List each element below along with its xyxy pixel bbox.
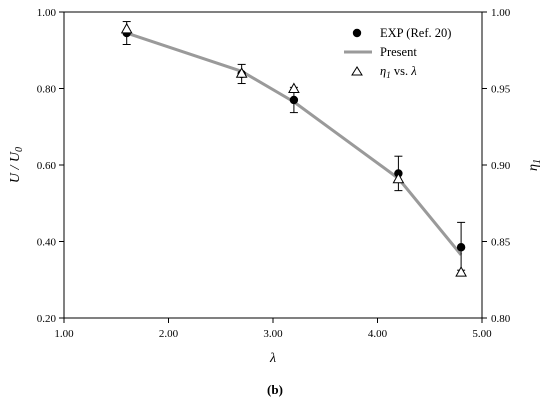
eta-point	[288, 82, 300, 93]
y-left-tick-label: 0.20	[37, 313, 57, 325]
legend-marker-eta	[351, 66, 363, 76]
eta-point	[235, 67, 248, 78]
x-tick-label: 1.00	[54, 328, 74, 340]
x-tick-label: 2.00	[159, 328, 179, 340]
x-tick-label: 4.00	[368, 328, 388, 340]
figure-caption: (b)	[267, 382, 283, 397]
eta-point	[392, 172, 405, 184]
y-right-tick-label: 0.85	[491, 237, 511, 249]
y-right-tick-label: 1.00	[491, 7, 511, 19]
y-right-tick-label: 0.95	[491, 84, 511, 96]
legend-label-eta: η1 vs. λ	[380, 64, 417, 80]
exp-points	[122, 28, 466, 252]
legend: EXP (Ref. 20) Present η1 vs. λ	[344, 26, 451, 80]
x-axis-label: λ	[269, 351, 276, 366]
y-left-tick-label: 0.80	[37, 84, 57, 96]
y-right-tick-label: 0.80	[491, 313, 511, 325]
exp-point	[289, 95, 299, 105]
exp-point	[456, 243, 466, 252]
y-left-tick-label: 1.00	[37, 7, 57, 19]
y-left-tick-label: 0.60	[37, 160, 57, 172]
x-tick-label: 3.00	[263, 328, 283, 340]
y-axis-left-label: U / U0	[8, 147, 25, 183]
y-axis-right-label: η1	[526, 159, 543, 171]
plot-frame	[63, 11, 483, 319]
y-left-tick-label: 0.40	[37, 237, 57, 249]
y-right-tick-label: 0.90	[491, 160, 511, 172]
eta-points	[120, 22, 467, 277]
legend-label-present: Present	[380, 45, 417, 59]
eta-point	[455, 266, 467, 277]
eta-point	[120, 22, 133, 34]
legend-marker-exp	[352, 28, 362, 38]
legend-label-exp: EXP (Ref. 20)	[380, 26, 451, 40]
ticks: 1.00 2.00 3.00 4.00 5.00 0.20 0.40 0.60 0.80 1.00…	[37, 7, 511, 340]
x-tick-label: 5.00	[472, 328, 492, 340]
